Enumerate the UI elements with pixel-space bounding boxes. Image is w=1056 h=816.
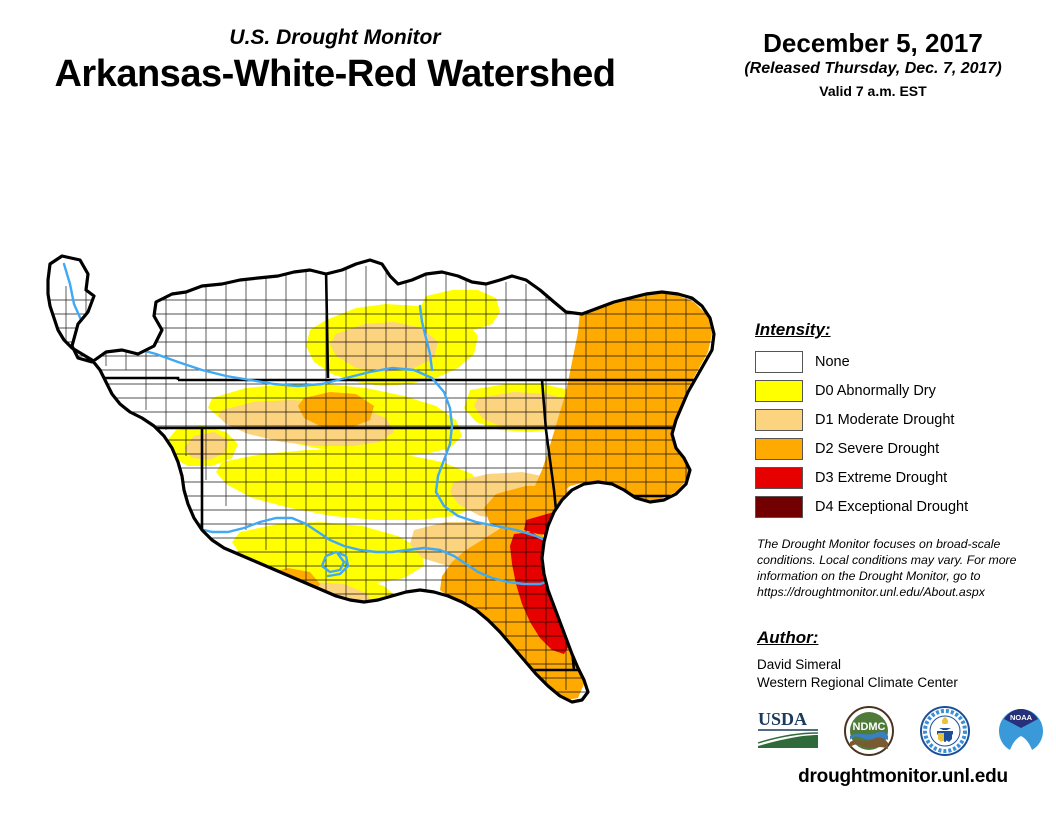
legend-title: Intensity: [755,320,831,339]
valid-time: Valid 7 a.m. EST [819,83,927,99]
legend-label-none: None [815,354,850,370]
legend-label-d4: D4 Exceptional Drought [815,499,969,515]
legend-swatch-none [755,351,803,373]
map-date: December 5, 2017 [763,28,983,58]
legend-label-d0: D0 Abnormally Dry [815,383,936,399]
author-heading: Author: [757,628,819,647]
header-right-dates: December 5, 2017 (Released Thursday, Dec… [690,28,1056,100]
author-block: Author: David Simeral Western Regional C… [757,628,1037,692]
legend: Intensity: None D0 Abnormally Dry D1 Mod… [755,320,1050,522]
disclaimer-text: The Drought Monitor focuses on broad-sca… [757,537,1017,599]
legend-item-d1: D1 Moderate Drought [755,406,1050,434]
legend-swatch-d0 [755,380,803,402]
noaa-logo: NOAA [995,706,1047,761]
legend-swatch-d1 [755,409,803,431]
header-left-titles: U.S. Drought Monitor Arkansas-White-Red … [0,26,670,96]
svg-text:USDA: USDA [758,709,807,729]
ndmc-logo: NDMC [843,705,895,761]
legend-label-d2: D2 Severe Drought [815,441,940,457]
legend-item-none: None [755,348,1050,376]
legend-item-d4: D4 Exceptional Drought [755,493,1050,521]
legend-swatch-d3 [755,467,803,489]
release-date: (Released Thursday, Dec. 7, 2017) [744,60,1002,77]
svg-text:NDMC: NDMC [853,721,886,733]
legend-label-d3: D3 Extreme Drought [815,470,948,486]
logo-row: USDA NDMC [757,705,1047,761]
program-title: U.S. Drought Monitor [229,26,441,49]
legend-item-d2: D2 Severe Drought [755,435,1050,463]
legend-swatch-d2 [755,438,803,460]
drought-map [26,250,726,710]
svg-text:NOAA: NOAA [1010,713,1033,722]
legend-label-d1: D1 Moderate Drought [815,412,955,428]
usda-logo: USDA [757,709,819,758]
author-affiliation: Western Regional Climate Center [757,675,958,690]
legend-item-d3: D3 Extreme Drought [755,464,1050,492]
site-url: droughtmonitor.unl.edu [798,766,1008,787]
legend-swatch-d4 [755,496,803,518]
page-title: Arkansas-White-Red Watershed [54,53,616,95]
author-name: David Simeral [757,657,842,672]
legend-item-d0: D0 Abnormally Dry [755,377,1050,405]
unl-seal-logo [919,705,971,761]
